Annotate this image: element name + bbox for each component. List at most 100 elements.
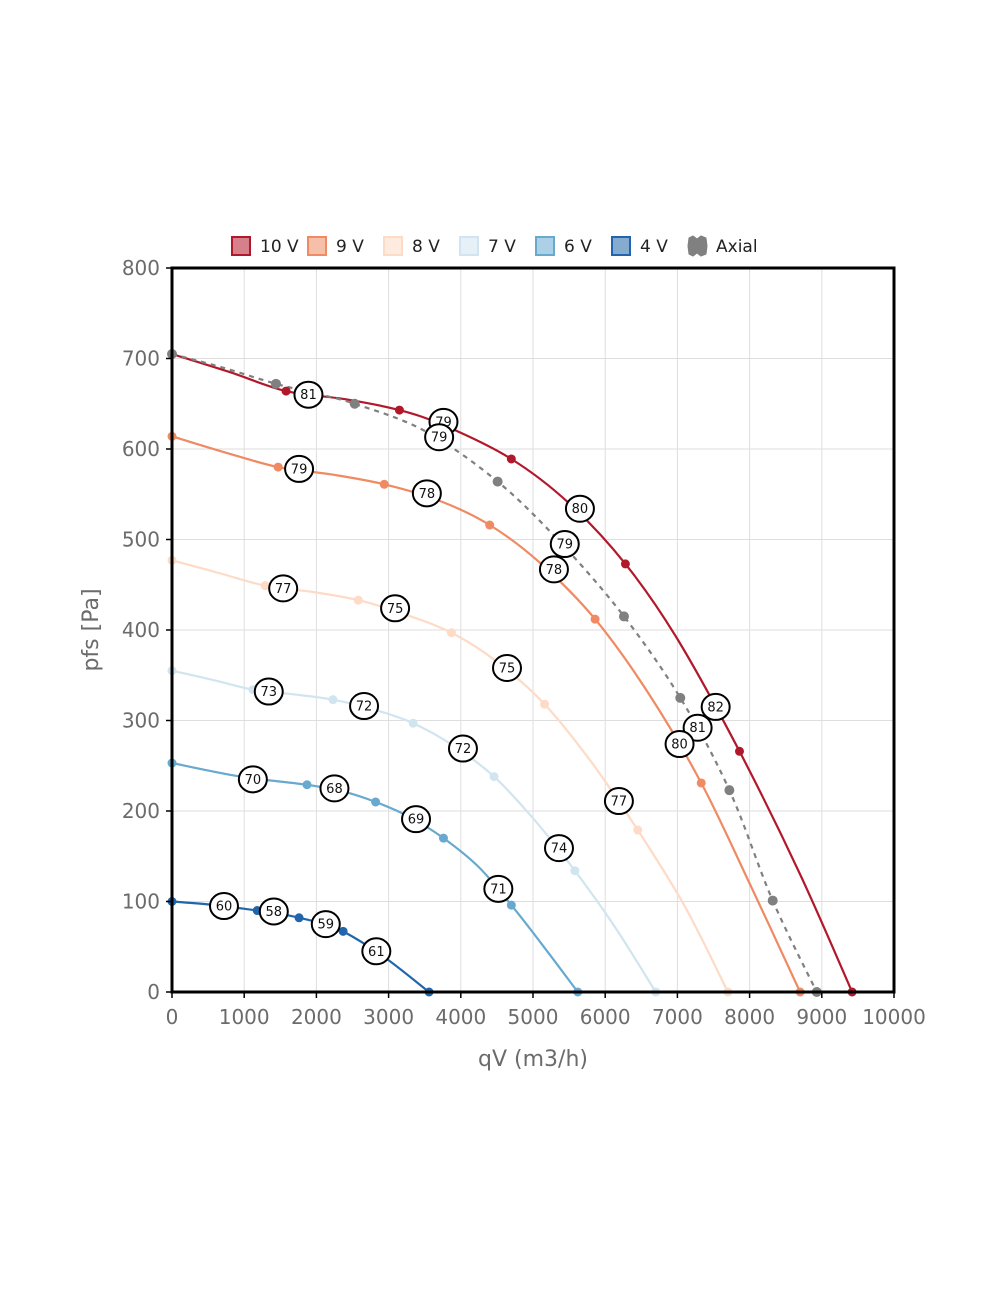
y-tick-label: 600 (122, 437, 160, 461)
x-tick-label: 0 (166, 1005, 179, 1029)
x-tick-label: 6000 (580, 1005, 631, 1029)
badge-label: 61 (368, 945, 385, 960)
badge-circle (411, 479, 442, 508)
y-tick-label: 700 (122, 347, 160, 371)
data-point-8-v (260, 581, 270, 591)
badge-label: 81 (300, 388, 317, 403)
badge-circle (664, 730, 695, 759)
x-tick-label: 9000 (796, 1005, 847, 1029)
badge-label: 79 (431, 431, 448, 446)
legend[interactable]: 10 V 9 V 8 V 7 V 6 V 4 V Axial (231, 235, 758, 257)
efficiency-badge: 75 (380, 594, 411, 623)
grid-lines (171, 267, 895, 993)
data-point-axial (675, 692, 686, 703)
efficiency-badge: 58 (258, 897, 289, 926)
badge-circle (310, 910, 341, 939)
badge-label: 77 (275, 582, 292, 597)
badge-label: 60 (216, 900, 233, 915)
data-point-6-v (302, 780, 312, 790)
x-tick-label: 2000 (291, 1005, 342, 1029)
data-point-8-v (446, 628, 456, 638)
legend-item-9-v[interactable]: 9 V (307, 236, 364, 257)
badge-circle (361, 937, 392, 966)
data-point-4-v (294, 913, 304, 923)
efficiency-badge: 82 (700, 692, 731, 721)
data-point-9-v (485, 520, 495, 530)
efficiency-badge: 60 (208, 892, 239, 921)
badge-circle (483, 874, 514, 903)
badge-circle (401, 805, 432, 834)
data-point-7-v (489, 772, 499, 782)
badge-label: 78 (546, 563, 563, 578)
x-tick-label: 1000 (219, 1005, 270, 1029)
x-tick-label: 8000 (724, 1005, 775, 1029)
legend-item-7-v[interactable]: 7 V (459, 236, 516, 257)
data-point-axial (618, 611, 629, 622)
efficiency-badge: 79 (424, 423, 455, 452)
data-point-9-v (379, 479, 389, 489)
data-point-10-v (734, 746, 744, 756)
badge-circle (492, 654, 523, 683)
data-point-8-v (353, 595, 363, 605)
y-axis-title: pfs [Pa] (79, 588, 104, 671)
badge-label: 72 (455, 742, 472, 757)
badge-label: 70 (245, 773, 262, 788)
efficiency-badge: 78 (538, 555, 569, 584)
data-point-8-v (633, 825, 643, 835)
efficiency-badge: 70 (237, 765, 268, 794)
legend-item-4-v[interactable]: 4 V (611, 236, 668, 257)
legend-swatch (231, 236, 251, 256)
badge-label: 74 (551, 842, 568, 857)
legend-item-axial[interactable]: Axial (687, 235, 758, 257)
badge-circle (349, 692, 380, 721)
efficiency-badge: 72 (349, 692, 380, 721)
efficiency-badge: 71 (483, 874, 514, 903)
efficiency-badge: 74 (543, 834, 574, 863)
x-tick-label: 10000 (862, 1005, 926, 1029)
data-point-7-v (570, 866, 580, 876)
series-line-axial (171, 352, 818, 993)
badge-label: 79 (556, 538, 573, 553)
data-point-7-v (328, 695, 338, 705)
legend-swatch (687, 235, 708, 257)
data-point-6-v (506, 900, 516, 910)
legend-item-10-v[interactable]: 10 V (231, 236, 299, 257)
badge-circle (268, 574, 299, 603)
legend-label: Axial (716, 237, 758, 257)
efficiency-badge: 69 (401, 805, 432, 834)
data-point-10-v (620, 559, 630, 569)
x-tick-label: 4000 (435, 1005, 486, 1029)
badge-circle (380, 594, 411, 623)
legend-item-6-v[interactable]: 6 V (535, 236, 592, 257)
y-tick-label: 800 (122, 256, 160, 280)
badge-label: 59 (318, 918, 335, 933)
badge-circle (208, 892, 239, 921)
legend-label: 8 V (412, 237, 440, 257)
efficiency-badge: 75 (492, 654, 523, 683)
legend-item-8-v[interactable]: 8 V (383, 236, 440, 257)
badge-circle (549, 530, 580, 559)
badge-label: 75 (387, 602, 404, 617)
badge-label: 79 (291, 462, 308, 477)
legend-label: 9 V (336, 237, 364, 257)
badge-circle (700, 692, 731, 721)
data-point-axial (349, 398, 360, 409)
x-axis-title: qV (m3/h) (478, 1047, 588, 1072)
badge-circle (319, 774, 350, 803)
legend-swatch (459, 236, 479, 256)
data-point-axial (492, 476, 503, 487)
efficiency-badge: 72 (447, 734, 478, 763)
efficiency-badge: 73 (253, 677, 284, 706)
badge-label: 80 (671, 738, 688, 753)
data-point-8-v (540, 699, 550, 709)
badge-label: 69 (408, 813, 425, 828)
badge-label: 71 (490, 882, 507, 897)
x-tick-label: 7000 (652, 1005, 703, 1029)
data-point-axial (724, 785, 735, 796)
legend-swatch (307, 236, 327, 256)
data-point-6-v (438, 833, 448, 843)
badge-label: 58 (266, 905, 283, 920)
data-point-10-v (506, 454, 516, 464)
efficiency-badge: 80 (664, 730, 695, 759)
